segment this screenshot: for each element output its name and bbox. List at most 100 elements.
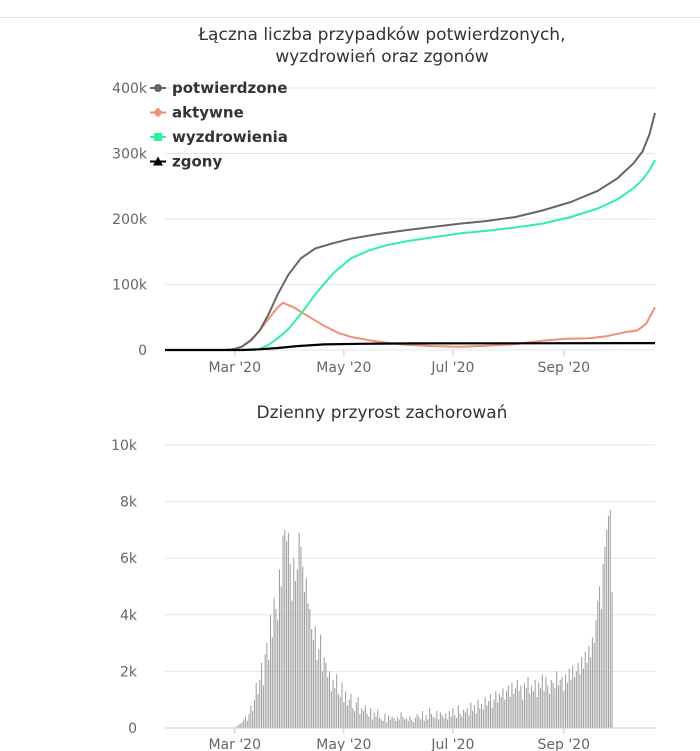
series-line-wyzdrowienia [165,159,656,351]
daily-bar [516,679,518,728]
daily-bar [466,708,468,728]
daily-bar [556,671,558,728]
chart2-title: Dzienny przyrost zachorowań [257,403,508,423]
daily-bar [416,713,418,728]
legend-label: wyzdrowienia [172,128,288,146]
daily-bar [493,699,495,728]
daily-bar [586,662,588,728]
daily-bar [447,719,449,728]
daily-bar [395,720,397,728]
daily-bar [393,718,395,728]
daily-bar [577,662,579,728]
daily-bar [339,696,341,728]
daily-bar [595,620,597,728]
daily-bar [328,671,331,728]
daily-bar [538,682,540,728]
daily-bar [264,654,266,728]
daily-bar [391,716,393,728]
daily-bar [361,708,363,728]
daily-bar [332,679,334,728]
daily-bar [354,711,356,728]
legend-label: potwierdzone [172,79,287,97]
legend-label: zgony [172,153,222,171]
daily-bar [255,682,257,728]
daily-bar [430,713,432,728]
daily-bar [427,719,429,728]
chart2-xtick-label: Jul '20 [430,737,474,751]
daily-bar [375,716,377,728]
chart1-title-line2: wyzdrowień oraz zgonów [275,47,488,67]
daily-bar [448,711,450,728]
daily-bar [604,546,606,728]
legend-diamond-marker [153,107,163,118]
daily-bar [248,713,250,728]
daily-bar [609,510,611,728]
daily-bar [461,716,463,728]
daily-bar [337,694,339,728]
legend-item-aktywne[interactable]: aktywne [150,104,244,122]
daily-bar [261,662,263,728]
chart2-xtick-label: May '20 [316,737,371,751]
daily-bar [318,648,320,728]
daily-bar [312,640,314,728]
daily-bar [291,600,293,728]
daily-bar [459,713,461,728]
daily-bar [491,708,493,728]
daily-bar [597,600,599,728]
daily-bar [268,660,270,728]
daily-bar [575,671,577,728]
daily-bar [389,719,391,728]
daily-bar [302,566,304,728]
daily-bar [532,691,534,728]
daily-bar [269,614,272,728]
chart2-ytick-label: 10k [111,438,138,454]
daily-bar [552,682,554,728]
daily-bar [566,682,568,728]
daily-bar [584,651,586,728]
daily-bar [404,719,406,728]
daily-bar [237,725,239,728]
daily-bar [570,679,572,728]
legend-square-marker [154,133,162,141]
daily-bar [563,691,565,728]
daily-bar [236,726,238,728]
legend-item-potwierdzone[interactable]: potwierdzone [150,79,287,97]
chart1-ytick-label: 400k [112,81,148,97]
daily-bar [350,694,352,728]
daily-bar [550,679,552,728]
daily-bar [298,532,300,728]
daily-bar [330,691,332,728]
daily-bar [418,716,420,728]
daily-bar [348,699,350,728]
daily-bar [282,535,284,728]
daily-bar [262,685,264,728]
daily-bar [498,694,500,728]
daily-bar [341,682,343,728]
daily-bar [386,722,388,728]
daily-bar [547,685,549,728]
daily-bar [377,709,379,728]
daily-bar [250,705,252,728]
chart2-xtick-label: Sep '20 [538,737,591,751]
legend-item-zgony[interactable]: zgony [150,153,222,171]
legend-item-wyzdrowienia[interactable]: wyzdrowienia [150,128,288,146]
daily-bar [371,719,373,728]
chart2-ytick-label: 2k [120,664,138,680]
daily-bar [266,643,268,728]
daily-bar [432,716,434,728]
daily-bar [380,719,382,728]
daily-bar [489,694,492,728]
daily-bar [259,679,261,728]
daily-bar [286,541,288,728]
daily-bar [320,634,322,728]
chart2-ytick-label: 0 [128,721,137,737]
daily-bar [368,716,370,728]
chart2-ytick-label: 4k [120,608,138,624]
daily-bar [602,563,604,728]
chart1-xtick-label: Mar '20 [208,360,261,376]
daily-bar [307,603,309,728]
daily-bar [366,713,368,728]
daily-bar [246,720,248,728]
daily-bar [450,716,452,728]
daily-bar [477,699,479,728]
